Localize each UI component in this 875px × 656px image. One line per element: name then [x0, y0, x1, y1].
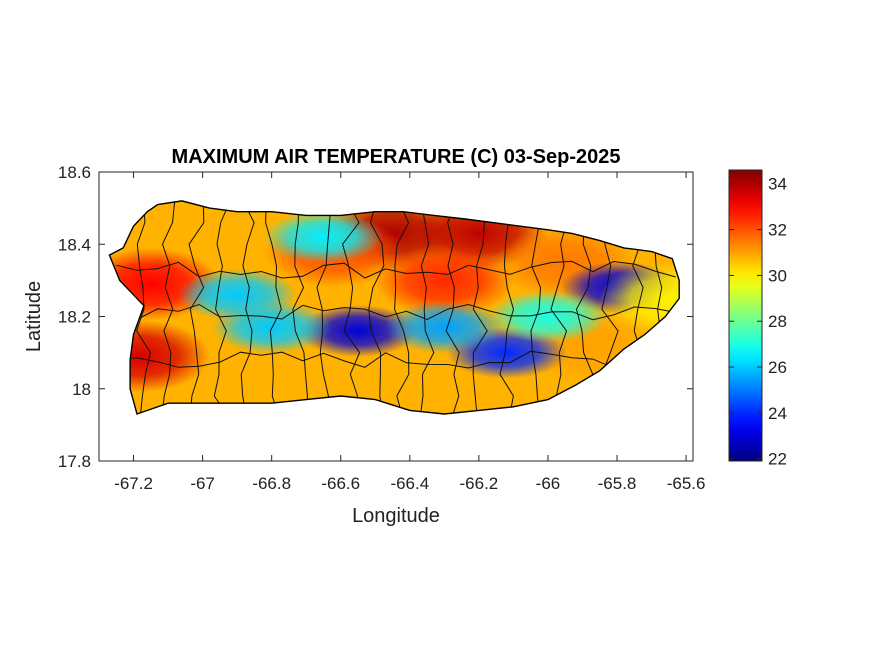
municipality-boundary — [342, 200, 361, 414]
y-ticks: 17.8 18 18.2 18.4 18.6 — [58, 163, 693, 471]
municipality-boundary — [161, 200, 176, 414]
colorbar: 22 24 26 28 30 32 34 — [728, 169, 787, 469]
municipality-boundary — [213, 200, 231, 414]
municipality-boundary — [188, 200, 205, 414]
temperature-blob — [598, 262, 680, 335]
colorbar-tick-label: 24 — [768, 404, 787, 423]
municipality-boundary — [292, 200, 308, 414]
coastline — [108, 200, 680, 415]
municipality-boundary — [316, 200, 332, 414]
plot-axes: -67.2 -67 -66.8 -66.6 -66.4 -66.2 -66 -65.8 -65.… — [58, 163, 706, 493]
x-tick-label: -66 — [536, 474, 561, 493]
municipality-boundary — [472, 200, 489, 414]
temperature-blob — [177, 268, 298, 321]
municipality-boundary — [497, 200, 515, 414]
x-tick-label: -65.8 — [598, 474, 637, 493]
temperature-blob — [298, 304, 419, 357]
x-tick-label: -66.4 — [390, 474, 429, 493]
municipality-boundary — [394, 200, 410, 414]
municipality-boundary — [116, 260, 676, 279]
municipality-boundary — [116, 350, 676, 369]
x-tick-label: -67 — [190, 474, 215, 493]
x-tick-label: -67.2 — [114, 474, 153, 493]
x-tick-label: -66.6 — [321, 474, 360, 493]
island-map — [108, 200, 680, 415]
y-tick-label: 17.8 — [58, 452, 91, 471]
colorbar-tick-label: 28 — [768, 312, 787, 331]
temperature-blob — [109, 320, 211, 393]
municipality-boundary — [240, 200, 255, 414]
temperature-blob — [374, 244, 515, 317]
temperature-blob — [487, 290, 608, 343]
colorbar-ticks: 22 24 26 28 30 32 34 — [729, 175, 787, 469]
colorbar-tick-label: 26 — [768, 358, 787, 377]
y-tick-label: 18 — [72, 380, 91, 399]
x-axis-label: Longitude — [352, 505, 440, 527]
municipality-boundary — [368, 200, 385, 414]
x-tick-label: -66.8 — [252, 474, 291, 493]
y-tick-label: 18.6 — [58, 163, 91, 182]
municipality-boundary — [136, 200, 151, 414]
colorbar-tick-label: 22 — [768, 450, 787, 469]
municipality-boundary — [419, 200, 435, 414]
municipality-boundaries — [116, 200, 676, 414]
colorbar-scale — [728, 169, 763, 462]
municipality-boundary — [550, 200, 568, 414]
x-ticks: -67.2 -67 -66.8 -66.6 -66.4 -66.2 -66 -65.8 -65.… — [114, 172, 705, 493]
temperature-blob — [263, 211, 384, 264]
municipality-boundary — [445, 200, 460, 414]
colorbar-tick-label: 32 — [768, 221, 787, 240]
x-tick-label: -65.6 — [667, 474, 706, 493]
chart-title: MAXIMUM AIR TEMPERATURE (C) 03-Sep-2025 — [172, 146, 621, 168]
y-axis-label: Latitude — [23, 281, 45, 352]
x-tick-label: -66.2 — [460, 474, 499, 493]
colorbar-tick-label: 30 — [768, 266, 787, 285]
y-tick-label: 18.4 — [58, 235, 91, 254]
y-tick-label: 18.2 — [58, 308, 91, 327]
municipality-boundary — [265, 200, 282, 414]
colorbar-tick-label: 34 — [768, 175, 787, 194]
municipality-boundary — [530, 200, 542, 414]
municipality-boundary — [116, 303, 676, 321]
